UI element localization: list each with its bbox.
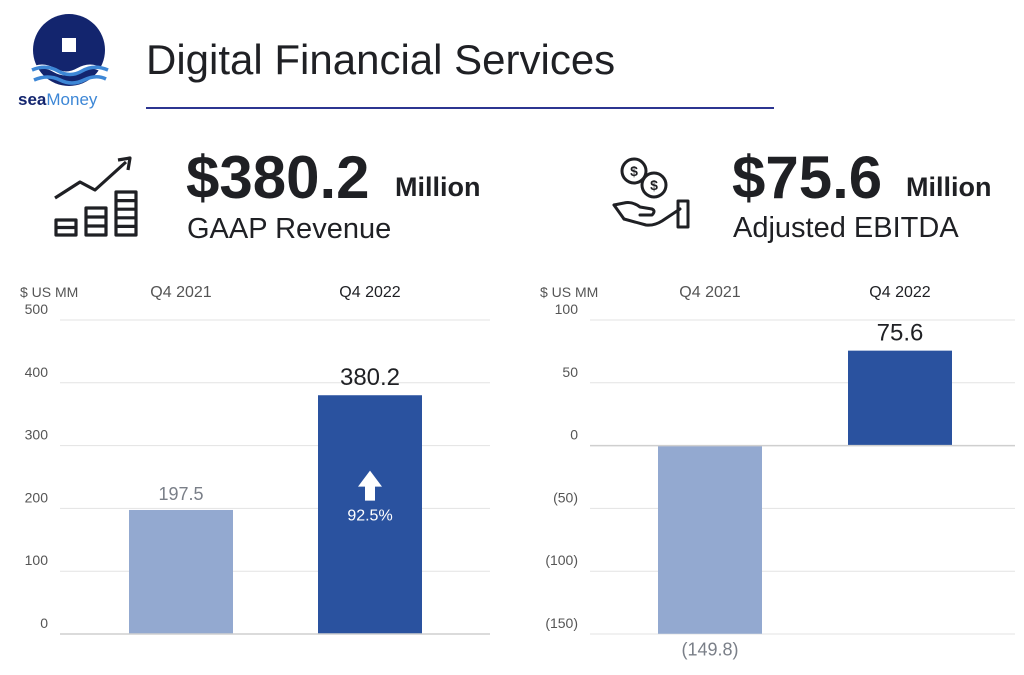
category-label: Q4 2021 xyxy=(150,284,211,301)
y-tick-label: 100 xyxy=(25,552,49,568)
y-tick-label: 0 xyxy=(570,427,578,443)
up-arrow-icon xyxy=(358,470,382,501)
hand-with-coins-icon: $ $ xyxy=(612,157,690,229)
y-tick-label: 0 xyxy=(40,615,48,631)
seamoney-wordmark: seaMoney xyxy=(18,90,98,109)
y-tick-label: (100) xyxy=(545,552,578,568)
category-label: Q4 2022 xyxy=(869,284,930,301)
svg-text:$: $ xyxy=(630,163,638,179)
data-label: 75.6 xyxy=(877,320,924,347)
page-title: Digital Financial Services xyxy=(146,36,616,83)
data-label: 197.5 xyxy=(158,484,203,504)
y-tick-label: (50) xyxy=(553,489,578,505)
y-tick-label: 200 xyxy=(25,489,49,505)
y-tick-label: 50 xyxy=(562,364,578,380)
data-label: (149.8) xyxy=(681,640,738,660)
category-label: Q4 2021 xyxy=(679,284,740,301)
data-label: 380.2 xyxy=(340,364,400,391)
y-tick-label: 400 xyxy=(25,364,49,380)
bar xyxy=(318,395,422,634)
bar-chart-growth-icon xyxy=(54,156,138,237)
svg-text:$: $ xyxy=(650,177,658,193)
ebitda-value: $75.6 xyxy=(732,144,883,211)
bar xyxy=(658,445,762,634)
ebitda-label: Adjusted EBITDA xyxy=(733,212,959,244)
unit-label: $ US MM xyxy=(20,284,78,300)
seamoney-logo xyxy=(28,14,116,86)
revenue-unit: Million xyxy=(395,172,481,202)
bar xyxy=(848,350,952,446)
revenue-value: $380.2 xyxy=(186,144,370,211)
y-tick-label: (150) xyxy=(545,615,578,631)
revenue-label: GAAP Revenue xyxy=(187,213,392,245)
unit-label: $ US MM xyxy=(540,284,598,300)
bar xyxy=(129,509,233,634)
y-tick-label: 100 xyxy=(555,301,579,317)
category-label: Q4 2022 xyxy=(339,284,400,301)
y-tick-label: 300 xyxy=(25,427,49,443)
ebitda-unit: Million xyxy=(906,172,992,202)
title-underline xyxy=(146,107,774,109)
growth-annotation: 92.5% xyxy=(347,508,392,525)
y-tick-label: 500 xyxy=(25,301,49,317)
